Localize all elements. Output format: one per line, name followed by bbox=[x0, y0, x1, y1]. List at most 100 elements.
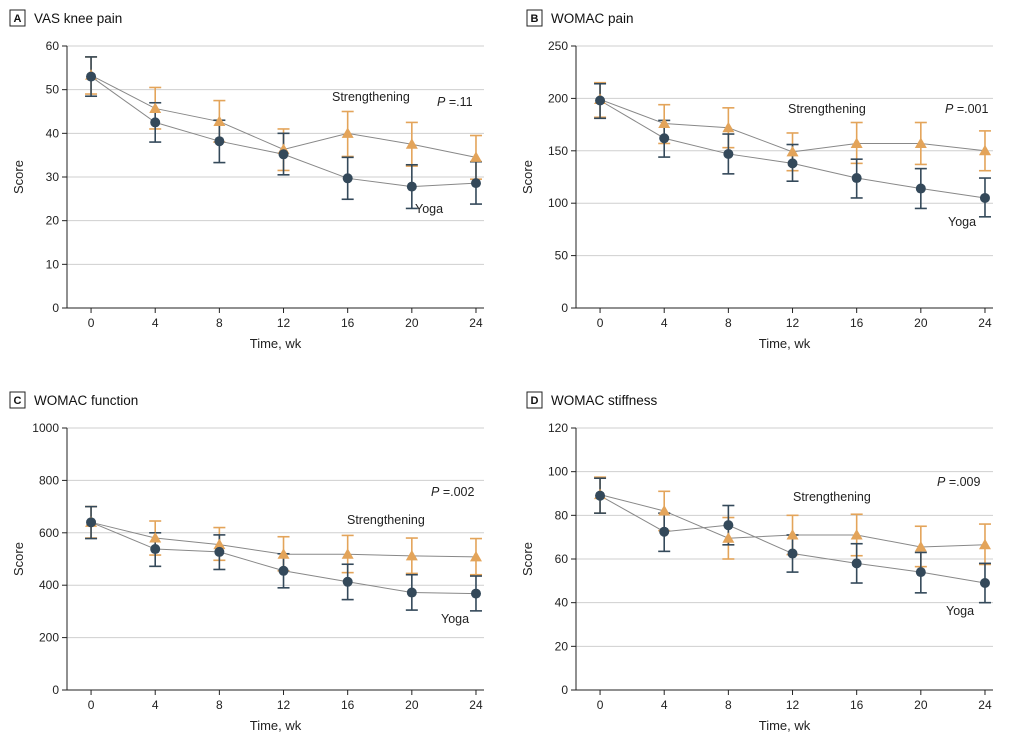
y-tick-label: 150 bbox=[548, 144, 568, 158]
markers-yoga bbox=[595, 490, 990, 589]
p-letter: P bbox=[437, 95, 446, 109]
markers-strengthening bbox=[85, 69, 482, 162]
data-point-circle bbox=[470, 178, 481, 189]
x-tick-label: 8 bbox=[216, 316, 223, 330]
series-label-yoga: Yoga bbox=[415, 202, 443, 216]
x-axis-title: Time, wk bbox=[250, 336, 302, 351]
series-label-yoga: Yoga bbox=[948, 215, 976, 229]
series-yoga bbox=[85, 56, 482, 210]
y-axis-title: Score bbox=[520, 160, 535, 194]
data-point-circle bbox=[406, 587, 417, 598]
data-point-triangle bbox=[658, 117, 671, 129]
p-value: =.002 bbox=[439, 485, 474, 499]
panel-d: D WOMAC stiffness 0 20 40 60 80 100 120 0 4 8 12 16 20… bbox=[520, 391, 993, 733]
y-axis-title: Score bbox=[11, 542, 26, 576]
x-tick-label: 8 bbox=[725, 316, 732, 330]
y-tick-label: 80 bbox=[555, 508, 569, 522]
data-point-circle bbox=[150, 117, 161, 128]
x-tick-label: 16 bbox=[850, 698, 864, 712]
x-tick-label: 8 bbox=[216, 698, 223, 712]
x-tick-label: 24 bbox=[469, 316, 483, 330]
data-point-circle bbox=[278, 149, 289, 160]
x-tick-label: 4 bbox=[152, 316, 159, 330]
x-axis-title: Time, wk bbox=[759, 336, 811, 351]
x-tick-label: 0 bbox=[597, 316, 604, 330]
data-point-triangle bbox=[850, 137, 863, 148]
x-tick-label: 4 bbox=[152, 698, 159, 712]
data-point-circle bbox=[595, 490, 606, 501]
x-tick-label: 20 bbox=[405, 316, 419, 330]
x-tick-label: 0 bbox=[88, 698, 95, 712]
data-point-circle bbox=[214, 546, 225, 557]
data-point-triangle bbox=[341, 127, 354, 138]
p-value: =.009 bbox=[945, 475, 980, 489]
x-tick-label: 16 bbox=[341, 316, 355, 330]
data-point-circle bbox=[851, 558, 862, 569]
y-tick-label: 50 bbox=[46, 83, 60, 97]
x-tick-label: 8 bbox=[725, 698, 732, 712]
y-tick-label: 120 bbox=[548, 421, 568, 435]
data-point-circle bbox=[342, 173, 353, 184]
data-point-circle bbox=[214, 136, 225, 147]
data-point-circle bbox=[86, 517, 97, 528]
x-tick-label: 0 bbox=[597, 698, 604, 712]
data-point-triangle bbox=[405, 138, 418, 149]
data-point-triangle bbox=[277, 548, 290, 559]
data-point-triangle bbox=[786, 145, 799, 157]
y-tick-label: 0 bbox=[52, 301, 59, 315]
panel-title: WOMAC stiffness bbox=[551, 393, 658, 408]
p-value-label: P =.002 bbox=[431, 485, 474, 499]
data-point-circle bbox=[659, 526, 670, 537]
data-point-triangle bbox=[469, 151, 482, 162]
x-tick-label: 12 bbox=[277, 316, 291, 330]
x-tick-label: 0 bbox=[88, 316, 95, 330]
panel-b: B WOMAC pain 0 50 100 150 200 250 0 4 8 12 16 20 24 Tim… bbox=[520, 9, 993, 351]
panel-letter: B bbox=[531, 13, 539, 25]
x-tick-label: 16 bbox=[850, 316, 864, 330]
data-point-triangle bbox=[213, 115, 226, 127]
y-tick-label: 20 bbox=[46, 214, 60, 228]
data-point-triangle bbox=[405, 549, 418, 561]
data-point-circle bbox=[787, 158, 798, 169]
p-value-label: P =.11 bbox=[437, 95, 473, 109]
series-label-yoga: Yoga bbox=[441, 612, 469, 626]
data-point-triangle bbox=[722, 121, 735, 133]
y-axis-title: Score bbox=[11, 160, 26, 194]
x-tick-label: 24 bbox=[978, 316, 992, 330]
data-point-circle bbox=[406, 181, 417, 192]
panel-letter-box bbox=[526, 391, 543, 409]
data-point-circle bbox=[915, 567, 926, 578]
data-point-triangle bbox=[786, 528, 799, 540]
series-label-yoga: Yoga bbox=[946, 604, 974, 618]
y-tick-label: 20 bbox=[555, 639, 569, 653]
data-point-circle bbox=[723, 520, 734, 531]
data-point-triangle bbox=[149, 102, 162, 113]
panel-title: WOMAC pain bbox=[551, 11, 634, 26]
data-point-circle bbox=[723, 148, 734, 159]
series-label-strengthening: Strengthening bbox=[332, 90, 410, 104]
y-tick-label: 50 bbox=[555, 249, 569, 263]
x-tick-label: 20 bbox=[405, 698, 419, 712]
panel-letter-box bbox=[526, 9, 543, 27]
y-tick-label: 1000 bbox=[32, 421, 59, 435]
x-tick-label: 24 bbox=[469, 698, 483, 712]
panel-c: C WOMAC function 0 200 400 600 800 1000 0 4 8 12 16 2… bbox=[9, 391, 484, 733]
data-point-triangle bbox=[914, 137, 927, 148]
panel-letter: A bbox=[14, 13, 22, 25]
data-point-circle bbox=[915, 183, 926, 194]
y-tick-label: 250 bbox=[548, 39, 568, 53]
p-value-label: P =.001 bbox=[945, 102, 988, 116]
y-tick-label: 60 bbox=[555, 552, 569, 566]
p-letter: P bbox=[431, 485, 440, 499]
series-label-strengthening: Strengthening bbox=[788, 102, 866, 116]
series-label-strengthening: Strengthening bbox=[793, 490, 871, 504]
y-tick-label: 200 bbox=[39, 631, 59, 645]
p-value-label: P =.009 bbox=[937, 475, 980, 489]
x-axis-title: Time, wk bbox=[250, 718, 302, 733]
p-letter: P bbox=[945, 102, 954, 116]
data-point-circle bbox=[470, 588, 481, 599]
data-point-triangle bbox=[850, 528, 863, 540]
data-point-triangle bbox=[914, 540, 927, 552]
data-point-triangle bbox=[341, 548, 354, 559]
